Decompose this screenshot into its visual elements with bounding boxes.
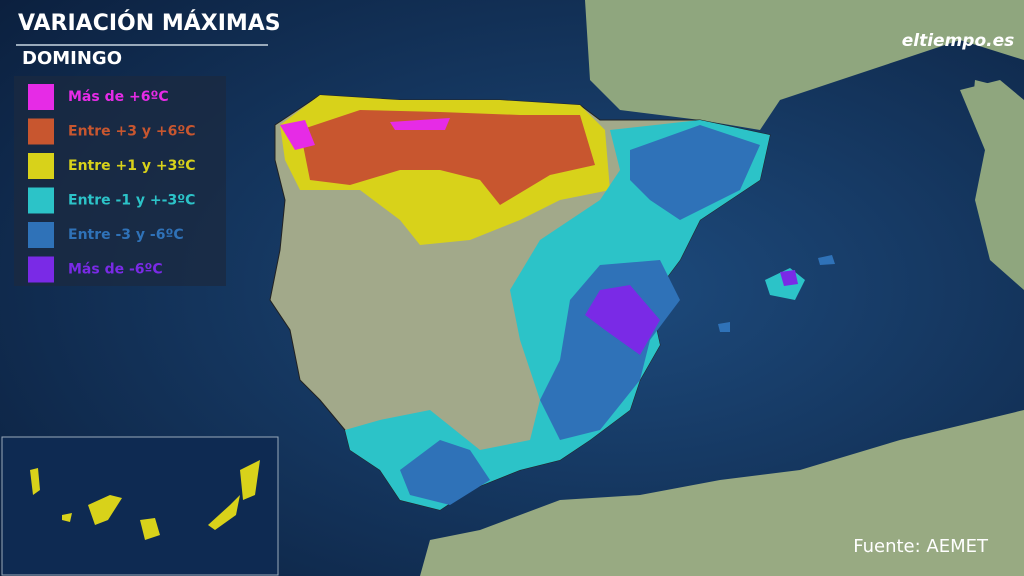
zone-very-hot <box>280 118 450 150</box>
france <box>585 0 1024 130</box>
italy <box>960 80 1024 290</box>
balearic-zone <box>780 270 798 286</box>
legend-swatch <box>28 256 54 283</box>
legend-swatch <box>28 222 54 248</box>
legend-panel <box>14 76 226 286</box>
legend: Más de +6ºC Entre +3 y +6ºC Entre +1 y +3º… <box>28 84 195 283</box>
zone-cool <box>345 120 770 510</box>
canary-islands <box>30 460 260 540</box>
legend-label: Entre +1 y +3ºC <box>68 158 195 174</box>
canary-inset <box>1 436 279 576</box>
logo: eltiempo.es <box>902 31 1015 51</box>
zone-very-cold <box>585 285 660 355</box>
legend-label: Entre -3 y -6ºC <box>68 227 184 243</box>
zone-cold <box>400 125 760 505</box>
legend-label: Entre -1 y +-3ºC <box>68 193 195 209</box>
legend-swatch <box>28 187 54 214</box>
legend-swatch <box>28 84 54 110</box>
legend-swatch <box>28 153 54 179</box>
zone-hot <box>300 110 595 205</box>
subtitle: DOMINGO <box>22 48 122 69</box>
africa <box>420 410 1024 576</box>
legend-swatch <box>28 118 54 145</box>
legend-label: Entre +3 y +6ºC <box>68 124 195 140</box>
legend-label: Más de -6ºC <box>68 262 163 278</box>
balearic-islands <box>718 255 835 332</box>
corsica <box>972 80 1000 150</box>
legend-label: Más de +6ºC <box>68 89 169 105</box>
source: Fuente: AEMET <box>853 536 989 557</box>
title: VARIACIÓN MÁXIMAS <box>18 10 281 36</box>
